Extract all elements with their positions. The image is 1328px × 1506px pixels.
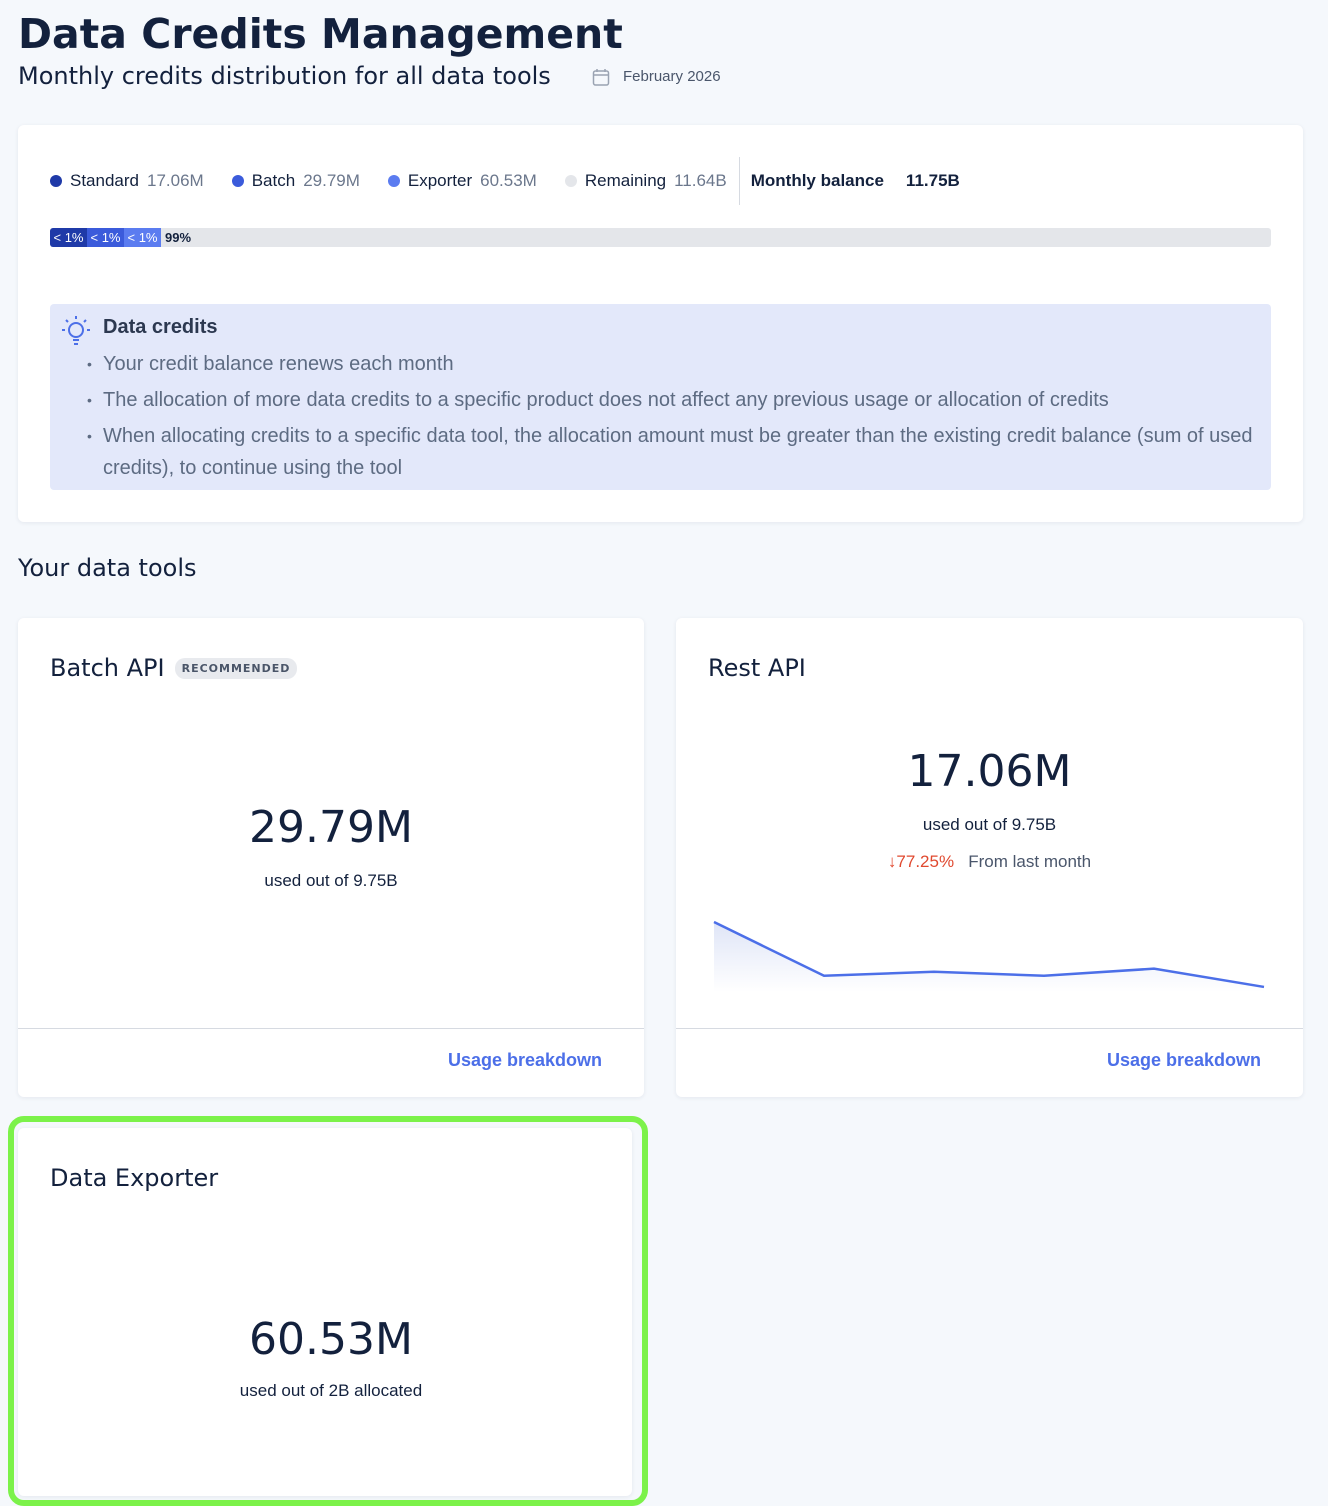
bar-segment: < 1% xyxy=(87,228,124,247)
bar-segment: < 1% xyxy=(124,228,161,247)
badge: RECOMMENDED xyxy=(174,657,298,679)
info-item: Your credit balance renews each month xyxy=(87,348,1268,380)
bar-segment: < 1% xyxy=(50,228,87,247)
tool-value: 60.53M xyxy=(249,1314,413,1365)
legend-divider xyxy=(738,157,740,205)
sparkline xyxy=(713,920,1265,992)
page-title: Data Credits Management xyxy=(18,10,623,58)
legend-item: Standard 17.06M xyxy=(50,171,204,191)
bar-segment: 99% xyxy=(165,230,192,245)
legend-name: Remaining xyxy=(584,171,667,190)
legend-name: Batch xyxy=(251,171,296,190)
change-row: ↓77.25% From last month xyxy=(676,852,1303,872)
info-title: Data credits xyxy=(103,316,218,338)
section-title: Your data tools xyxy=(18,554,197,582)
legend-value: 11.64B xyxy=(674,171,727,190)
tool-name: Batch API xyxy=(50,654,165,682)
date[interactable]: February 2026 xyxy=(623,68,721,85)
tool-caption: used out of 9.75B xyxy=(922,815,1057,834)
info-item: When allocating credits to a specific da… xyxy=(87,420,1268,484)
balance-value: 11.75B xyxy=(905,171,960,190)
legend-dot xyxy=(564,175,577,187)
legend-dot xyxy=(231,175,244,187)
bulb-icon xyxy=(62,316,90,345)
usage-bar: < 1% < 1% < 1% 99% xyxy=(50,228,1271,247)
tool-name-row: Batch API RECOMMENDED xyxy=(50,654,298,682)
info-box: Data credits Your credit balance renews … xyxy=(50,304,1271,490)
usage-link[interactable]: Usage breakdown xyxy=(447,1050,602,1070)
usage-link[interactable]: Usage breakdown xyxy=(1106,1050,1261,1070)
tool-card: Batch API RECOMMENDED 29.79M used out of … xyxy=(18,618,644,1097)
tool-caption: used out of 2B allocated xyxy=(239,1381,423,1400)
tool-caption: used out of 9.75B xyxy=(264,871,398,890)
tool-name: Data Exporter xyxy=(50,1164,219,1192)
sparkline-line xyxy=(713,920,1265,989)
legend-name: Standard xyxy=(70,171,139,190)
tool-name: Rest API xyxy=(708,654,806,682)
tool-card: Rest API 17.06M used out of 9.75B ↓77.25… xyxy=(676,618,1303,1097)
legend-item: Batch 29.79M xyxy=(231,171,360,191)
tool-value: 29.79M xyxy=(249,802,413,853)
card-divider xyxy=(18,1028,644,1029)
legend-name: Exporter xyxy=(407,171,473,190)
card-divider xyxy=(676,1028,1303,1029)
balance-label: Monthly balance xyxy=(750,171,884,190)
legend-item: Remaining 11.64B xyxy=(564,171,727,191)
legend-dot xyxy=(387,175,400,187)
down-arrow: ↓ xyxy=(887,852,897,871)
tool-card: Data Exporter 60.53M used out of 2B allo… xyxy=(18,1128,632,1496)
info-item: The allocation of more data credits to a… xyxy=(87,384,1268,416)
tool-value: 17.06M xyxy=(907,746,1072,797)
sparkline-area xyxy=(714,922,1264,992)
legend-value: 17.06M xyxy=(147,171,204,190)
legend-value: 60.53M xyxy=(480,171,537,190)
change-note: From last month xyxy=(968,852,1092,871)
legend-dot xyxy=(50,175,62,187)
legend-value: 29.79M xyxy=(303,171,360,190)
change-value: 77.25% xyxy=(896,852,955,871)
legend-item: Exporter 60.53M xyxy=(387,171,537,191)
highlight-outline xyxy=(8,1116,648,1506)
legend: Standard 17.06M Batch 29.79M Exporter 60.53M R… xyxy=(50,157,960,205)
page-subtitle: Monthly credits distribution for all dat… xyxy=(18,62,551,90)
calendar-icon xyxy=(592,69,610,86)
info-list: Your credit balance renews each month The… xyxy=(87,348,1268,488)
